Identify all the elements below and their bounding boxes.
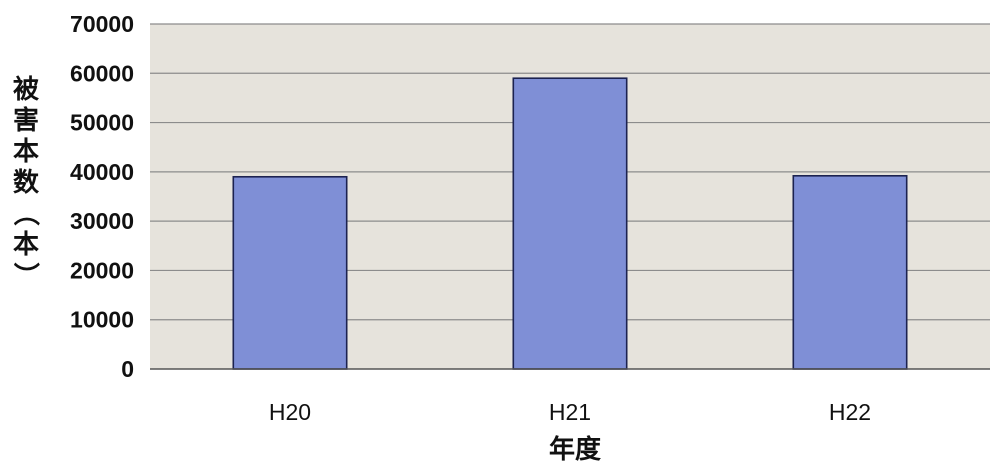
y-axis-label-char: 数	[13, 167, 40, 197]
bar-h22	[792, 175, 908, 370]
y-axis-label-char: 害	[13, 105, 39, 135]
y-tick-label: 20000	[70, 257, 134, 283]
y-axis-label-char: 本	[13, 229, 39, 259]
y-tick-label: 50000	[70, 110, 134, 136]
x-tick-label: H20	[269, 399, 311, 425]
y-tick-label: 30000	[70, 208, 134, 234]
y-axis-label-char: 本	[13, 136, 39, 166]
y-axis-label-char: （	[11, 200, 41, 226]
x-tick-label: H22	[829, 399, 871, 425]
x-axis-label: 年度	[549, 434, 601, 464]
y-tick-labels: 0 10000 20000 30000 40000 50000 60000 70000	[70, 11, 134, 382]
x-tick-labels: H20 H21 H22	[269, 399, 871, 425]
y-tick-label: 40000	[70, 159, 134, 185]
bar-h21	[512, 77, 628, 370]
bar-h20	[232, 175, 348, 370]
x-tick-label: H21	[549, 399, 591, 425]
y-tick-label: 60000	[70, 60, 134, 86]
y-tick-label: 70000	[70, 11, 134, 37]
y-tick-label: 10000	[70, 307, 134, 333]
y-tick-label: 0	[121, 356, 134, 382]
y-axis-label-char: ）	[11, 262, 41, 288]
y-axis-label-char: 被	[13, 74, 39, 104]
